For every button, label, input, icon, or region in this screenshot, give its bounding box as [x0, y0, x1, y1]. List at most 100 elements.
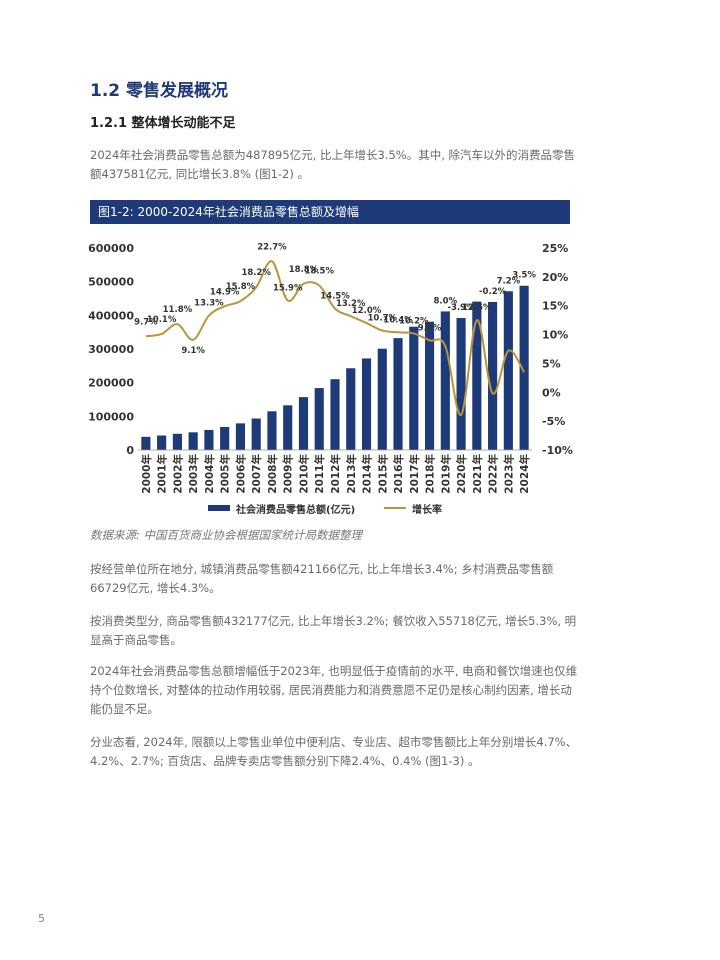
- x-tick-label: 2015年: [376, 454, 389, 494]
- page-number: 5: [38, 912, 45, 925]
- bar: [424, 321, 435, 450]
- x-tick-label: 2018年: [424, 454, 437, 494]
- bar: [393, 338, 403, 450]
- bar: [440, 311, 450, 450]
- bar: [346, 368, 356, 450]
- data-label: 7.2%: [497, 276, 521, 286]
- y-right-tick-label: 5%: [542, 357, 561, 370]
- bar: [172, 433, 182, 450]
- bar: [204, 429, 214, 450]
- paragraph-analysis: 2024年社会消费品零售总额增幅低于2023年, 也明显低于疫情前的水平, 电商…: [90, 664, 578, 716]
- x-tick-label: 2001年: [156, 454, 169, 494]
- x-tick-label: 2022年: [487, 454, 500, 494]
- x-tick-label: 2023年: [502, 454, 515, 494]
- data-label: -3.9%: [448, 303, 476, 313]
- y-right-tick-label: 20%: [542, 271, 568, 284]
- data-label: 10.2%: [399, 316, 429, 326]
- y-right-tick-label: -10%: [542, 444, 573, 457]
- data-label: 10.4%: [383, 315, 413, 325]
- data-label: 14.9%: [210, 287, 240, 297]
- data-label: 18.2%: [241, 268, 271, 278]
- y-left-tick-label: 100000: [88, 410, 134, 423]
- data-label: 12.5%: [462, 303, 492, 313]
- x-tick-label: 2005年: [219, 454, 232, 494]
- bar: [503, 291, 513, 450]
- x-tick-label: 2007年: [250, 454, 263, 494]
- x-tick-label: 2021年: [471, 454, 484, 494]
- bar: [283, 405, 293, 450]
- paragraph-formats: 分业态看, 2024年, 限额以上零售业单位中便利店、专业店、超市零售额比上年分…: [90, 735, 578, 768]
- paragraph-location: 按经营单位所在地分, 城镇消费品零售额421166亿元, 比上年增长3.4%; …: [90, 562, 554, 595]
- bar: [409, 326, 419, 450]
- bar: [251, 418, 261, 450]
- x-tick-label: 2010年: [297, 454, 310, 494]
- data-label: -0.2%: [479, 287, 507, 297]
- bar: [235, 423, 246, 450]
- data-label: 11.8%: [163, 305, 193, 315]
- x-tick-label: 2008年: [266, 454, 279, 494]
- data-label: 13.2%: [336, 299, 366, 309]
- bar: [472, 301, 482, 450]
- data-label: 14.5%: [320, 292, 350, 302]
- paragraph-consumption-type: 按消费类型分, 商品零售额432177亿元, 比上年增长3.2%; 餐饮收入55…: [90, 614, 577, 647]
- x-tick-label: 2017年: [408, 454, 421, 494]
- intro-paragraph: 2024年社会消费品零售总额为487895亿元, 比上年增长3.5%。其中, 除…: [90, 148, 576, 181]
- bar: [267, 411, 277, 450]
- y-left-tick-label: 0: [126, 444, 134, 457]
- chart: 600000 500000 400000 300000 200000 100000 0 25%…: [88, 242, 573, 516]
- source-note: 数据来源: 中国百货商业协会根据国家统计局数据整理: [90, 528, 363, 542]
- x-tick-label: 2019年: [439, 454, 452, 494]
- legend-line-label: 增长率: [412, 503, 442, 516]
- y-left-tick-label: 500000: [88, 276, 134, 289]
- bar: [314, 388, 324, 450]
- bar: [330, 379, 340, 450]
- x-tick-label: 2000年: [140, 454, 153, 494]
- x-tick-label: 2020年: [455, 454, 468, 494]
- bar: [188, 432, 198, 450]
- data-label: 9.7%: [134, 317, 158, 327]
- y-left-tick-label: 200000: [88, 377, 134, 390]
- data-label: 22.7%: [257, 242, 287, 252]
- x-tick-label: 2009年: [282, 454, 295, 494]
- data-label: 9.0%: [418, 323, 442, 333]
- data-label: 15.9%: [273, 284, 303, 294]
- x-tick-label: 2004年: [203, 454, 216, 494]
- data-label: 13.3%: [194, 299, 224, 309]
- x-tick-label: 2002年: [171, 454, 184, 494]
- data-label: 12.0%: [352, 306, 382, 316]
- subsection-heading: 1.2.1 整体增长动能不足: [90, 116, 236, 131]
- y-left-tick-label: 300000: [88, 343, 134, 356]
- x-tick-label: 2016年: [392, 454, 405, 494]
- bar: [361, 358, 372, 450]
- data-label: 3.5%: [512, 271, 536, 281]
- x-tick-label: 2006年: [234, 454, 247, 494]
- y-left-tick-label: 600000: [88, 242, 134, 255]
- section-heading: 1.2 零售发展概况: [90, 81, 229, 101]
- legend-bar-swatch: [208, 505, 230, 511]
- data-label: 15.8%: [226, 282, 256, 292]
- bar: [141, 436, 151, 450]
- bar: [519, 285, 529, 450]
- y-left-tick-label: 400000: [88, 309, 134, 322]
- x-tick-label: 2014年: [361, 454, 374, 494]
- y-right-tick-label: 10%: [542, 329, 568, 342]
- x-tick-label: 2011年: [313, 454, 326, 494]
- y-right-tick-label: -5%: [542, 415, 565, 428]
- y-right-tick-label: 25%: [542, 242, 568, 255]
- x-tick-label: 2003年: [187, 454, 200, 494]
- y-right-tick-label: 0%: [542, 386, 561, 399]
- y-right-tick-label: 15%: [542, 300, 568, 313]
- bar: [220, 426, 230, 450]
- bar: [298, 397, 309, 450]
- bar: [157, 435, 167, 450]
- legend-bar-label: 社会消费品零售总额(亿元): [235, 503, 355, 516]
- bar: [456, 318, 466, 450]
- figure-caption-banner: 图1-2: 2000-2024年社会消费品零售总额及增幅: [90, 200, 570, 224]
- growth-rate-line: [145, 260, 525, 416]
- data-label: 9.1%: [181, 346, 205, 356]
- bar: [377, 348, 387, 450]
- data-label: 8.0%: [434, 296, 458, 306]
- data-label: 10.1%: [147, 315, 177, 325]
- data-label: 18.5%: [304, 267, 334, 277]
- x-tick-label: 2024年: [518, 454, 531, 494]
